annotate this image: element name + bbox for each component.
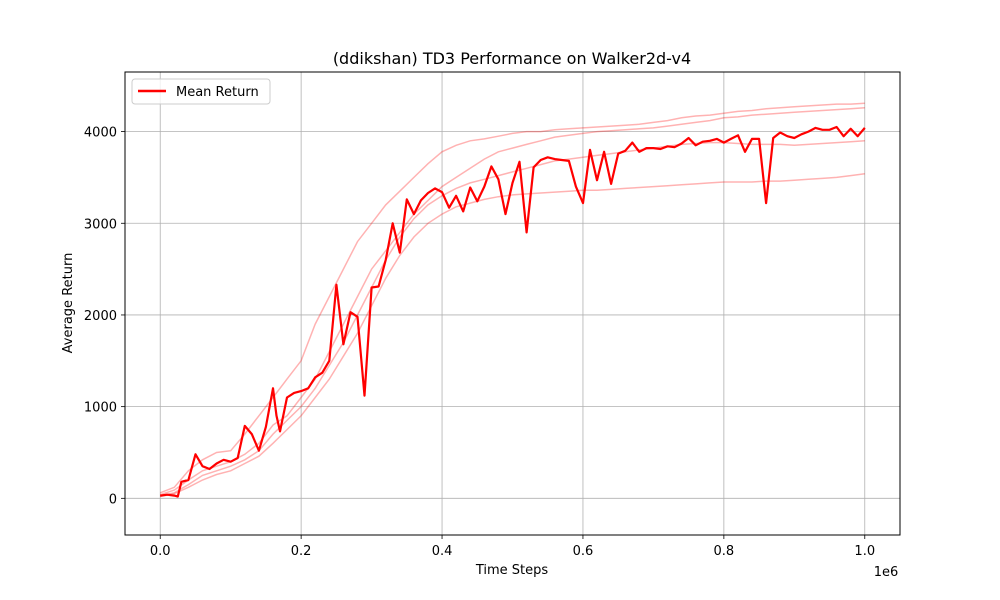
y-tick-label: 1000: [84, 401, 117, 416]
y-tick-label: 2000: [84, 309, 117, 324]
individual-runs: [159, 102, 865, 498]
chart-title: (ddikshan) TD3 Performance on Walker2d-v…: [333, 49, 691, 68]
x-tick-label: 0.6: [573, 544, 594, 559]
y-tick-label: 3000: [84, 217, 117, 232]
y-tick-label: 0: [109, 492, 117, 507]
grid: [125, 72, 900, 535]
x-tick-label: 0.0: [150, 544, 171, 559]
y-axis-ticks: 0 1000 2000 3000 4000: [84, 126, 125, 507]
y-tick-label: 4000: [84, 126, 117, 141]
x-axis-offset-label: 1e6: [874, 565, 899, 580]
run-line: [160, 173, 865, 498]
run-line: [160, 140, 865, 497]
run-line: [159, 102, 865, 494]
x-axis-label: Time Steps: [475, 563, 549, 578]
legend-label-mean-return: Mean Return: [176, 85, 259, 100]
x-axis-ticks: 0.0 0.2 0.4 0.6 0.8 1.0: [150, 535, 875, 559]
legend: Mean Return: [131, 78, 271, 105]
x-tick-label: 0.8: [714, 544, 735, 559]
run-line: [159, 107, 865, 496]
x-tick-label: 1.0: [854, 544, 875, 559]
mean-series-layer: [160, 125, 866, 498]
plot-frame: [124, 71, 901, 536]
x-tick-label: 0.4: [432, 544, 453, 559]
mean-return-line: [160, 125, 866, 498]
legend-box: [131, 78, 271, 105]
y-axis-label: Average Return: [61, 253, 76, 354]
x-tick-label: 0.2: [291, 544, 312, 559]
